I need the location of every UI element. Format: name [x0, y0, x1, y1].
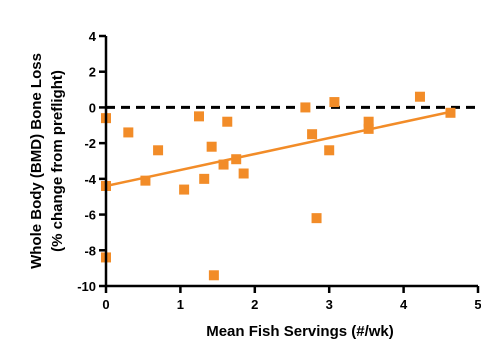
x-tick-label: 1 [177, 297, 184, 312]
data-point [206, 141, 217, 152]
data-point [218, 159, 229, 170]
data-point [363, 123, 374, 134]
y-axis-title: Whole Body (BMD) Bone Loss [28, 53, 45, 269]
data-point [208, 270, 219, 281]
axes: 4 2 0 -2 -4 -6 -8 -10 0 1 2 3 4 5 [77, 29, 481, 312]
x-axis-title: Mean Fish Servings (#/wk) [206, 323, 394, 340]
trend-line [105, 110, 451, 188]
data-point [311, 213, 322, 224]
y-tick-label: 2 [89, 65, 96, 80]
data-point [363, 116, 374, 127]
data-point [153, 145, 164, 156]
y-tick-label: 4 [89, 29, 97, 44]
data-point [231, 154, 242, 165]
x-tick-label: 3 [326, 297, 333, 312]
plot-area [101, 91, 478, 281]
data-point [329, 97, 340, 108]
data-point [300, 102, 311, 113]
data-point [238, 168, 249, 179]
y-axis-subtitle: (% change from preflight) [49, 70, 66, 252]
x-tick-label: 4 [400, 297, 408, 312]
data-point [194, 111, 204, 122]
data-point [179, 184, 190, 195]
data-point [140, 175, 151, 186]
y-tick-label: 0 [89, 100, 96, 115]
data-point [307, 129, 318, 140]
y-tick-label: -6 [84, 208, 96, 223]
y-tick-label: -2 [84, 136, 96, 151]
data-point [445, 107, 456, 118]
y-tick-label: -8 [84, 243, 96, 258]
y-tick-label: -10 [77, 279, 96, 294]
data-point [199, 173, 210, 184]
data-point [123, 127, 134, 138]
x-tick-label: 5 [474, 297, 481, 312]
x-tick-label: 0 [102, 297, 109, 312]
x-tick-label: 2 [251, 297, 258, 312]
data-point [222, 116, 233, 127]
y-tick-label: -4 [84, 172, 96, 187]
data-point [414, 91, 425, 102]
data-point [324, 145, 335, 156]
